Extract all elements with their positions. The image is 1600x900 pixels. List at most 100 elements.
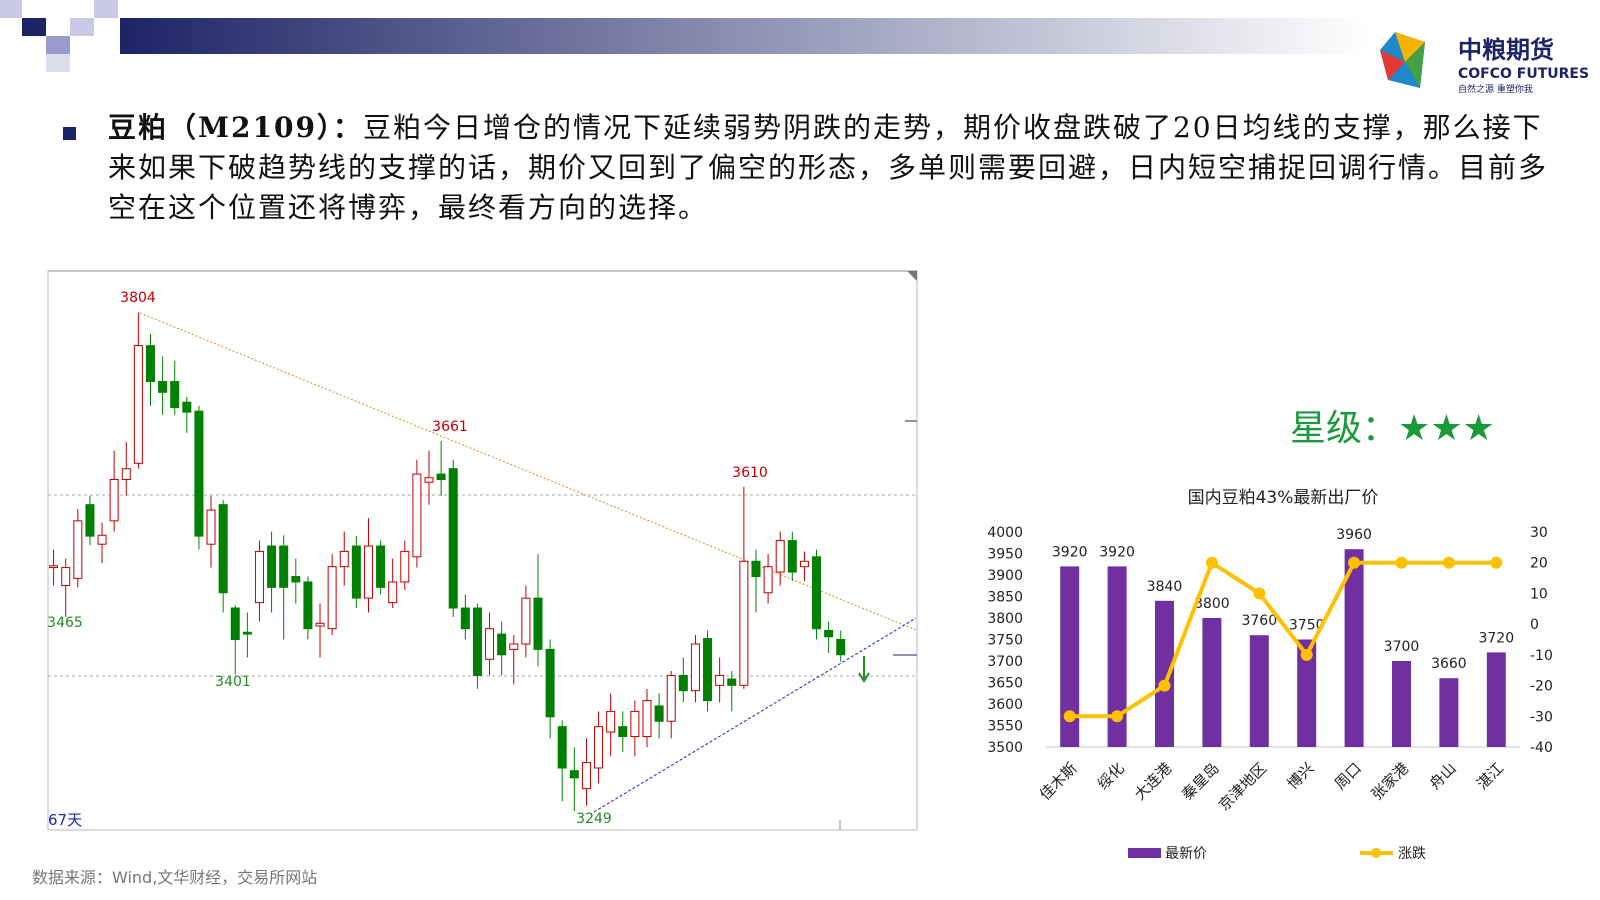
line-marker (1348, 556, 1361, 569)
price-annotation: 3661 (432, 419, 468, 435)
arrow (858, 656, 870, 683)
deco (70, 18, 94, 36)
bar (1344, 549, 1364, 747)
legend-swatch (1371, 848, 1381, 858)
bar-value-label: 3920 (1099, 544, 1135, 560)
y-tick-label: 3850 (987, 590, 1023, 606)
candle-body (303, 581, 313, 630)
candle-body (618, 726, 628, 738)
candle-body (291, 576, 301, 583)
candle-body (727, 678, 737, 686)
bar-value-label: 3750 (1289, 618, 1325, 634)
y-tick-label: 4000 (987, 525, 1023, 541)
corner (907, 271, 917, 281)
combo-chart: 国内豆粕43%最新出厂价 3500 3550 3600 3650 3700 3750 3800… (987, 488, 1553, 862)
candle-body (812, 556, 822, 630)
x-tick-label: 博兴 (1284, 759, 1318, 793)
candle-body (497, 633, 507, 656)
bar-value-label: 3660 (1431, 656, 1467, 672)
y2-tick-label: 0 (1530, 617, 1539, 633)
candle-body (254, 550, 264, 604)
line-marker (1490, 556, 1503, 569)
y2-tick-label: 30 (1530, 525, 1548, 541)
x-tick-label: 湛江 (1473, 759, 1507, 793)
x-tick-label: 大连港 (1131, 759, 1176, 804)
bar-value-label: 3920 (1052, 544, 1088, 560)
bar (1155, 600, 1174, 747)
candle-body (424, 477, 434, 483)
line-marker (1063, 710, 1076, 723)
deco (94, 0, 118, 18)
candle-body (581, 762, 591, 790)
legend-label: 涨跌 (1398, 846, 1426, 862)
candle-body (109, 479, 119, 522)
commentary-label: 豆粕（M2109）： (108, 111, 363, 144)
candlestick-chart: 3804 3661 3610 3465 3401 3249 67天 (47, 290, 846, 829)
logo-en: COFCO FUTURES (1458, 66, 1589, 82)
candle-body (85, 504, 95, 537)
candle-body (569, 770, 579, 779)
bar-value-label: 3960 (1336, 527, 1372, 543)
logo-mark (1395, 32, 1425, 62)
candle-body (242, 631, 252, 635)
y-tick-label: 3650 (987, 676, 1023, 692)
bar (1297, 639, 1317, 747)
line-marker (1111, 710, 1124, 723)
bar-value-label: 3800 (1194, 596, 1230, 612)
y2-tick-label: -30 (1530, 709, 1553, 725)
candle-body (630, 710, 640, 738)
candle-body (751, 560, 761, 578)
candle-body (642, 700, 652, 738)
x-tick-label: 京津地区 (1215, 759, 1270, 814)
candle-body (787, 540, 797, 573)
candle-body (170, 381, 180, 409)
deco (46, 54, 70, 72)
period-label: 67天 (48, 811, 82, 829)
candle-body (521, 597, 531, 645)
candle-body (279, 545, 289, 588)
candle-body (606, 710, 616, 733)
chart-title: 国内豆粕43%最新出厂价 (1188, 488, 1379, 508)
candle-body (97, 534, 107, 545)
y2-tick-label: -20 (1530, 679, 1553, 695)
source: 数据来源：Wind,文华财经，交易所网站 (32, 868, 317, 887)
y2-tick-label: 10 (1530, 586, 1548, 602)
y-tick-label: 3700 (987, 654, 1023, 670)
deco (0, 0, 22, 18)
x-tick-label: 舟山 (1426, 759, 1460, 793)
price-annotation: 3401 (215, 674, 251, 690)
candle-body (158, 381, 168, 393)
header-bar (120, 18, 1370, 54)
deco (22, 18, 46, 36)
deco (46, 36, 70, 54)
candle-body (485, 628, 495, 660)
candle-body (182, 401, 192, 413)
bar (1439, 678, 1459, 747)
candle-body (339, 550, 349, 568)
candle-frame (47, 270, 918, 831)
candle-body (412, 473, 422, 558)
y-tick-label: 3550 (987, 719, 1023, 735)
x-tick-label: 张家港 (1368, 759, 1413, 804)
line-marker (1442, 556, 1455, 569)
line-marker (1395, 556, 1408, 569)
candle-body (218, 504, 228, 594)
candle-body (351, 545, 361, 599)
bar-value-label: 3700 (1384, 639, 1420, 655)
candle-body (703, 638, 713, 702)
bar (1486, 652, 1506, 747)
y2-tick-label: 20 (1530, 556, 1548, 572)
candle-body (666, 674, 676, 722)
candle-body (73, 520, 83, 579)
x-tick-label: 绥化 (1094, 759, 1128, 793)
candle-body (363, 545, 373, 599)
candle-body (376, 545, 386, 588)
candle-body (400, 550, 410, 583)
candle-body (49, 565, 59, 569)
bullet (63, 127, 76, 140)
candle-body (690, 643, 700, 692)
x-tick-label: 佳木斯 (1036, 759, 1081, 804)
y2-tick-label: -40 (1530, 740, 1553, 756)
line-marker (1253, 587, 1266, 600)
